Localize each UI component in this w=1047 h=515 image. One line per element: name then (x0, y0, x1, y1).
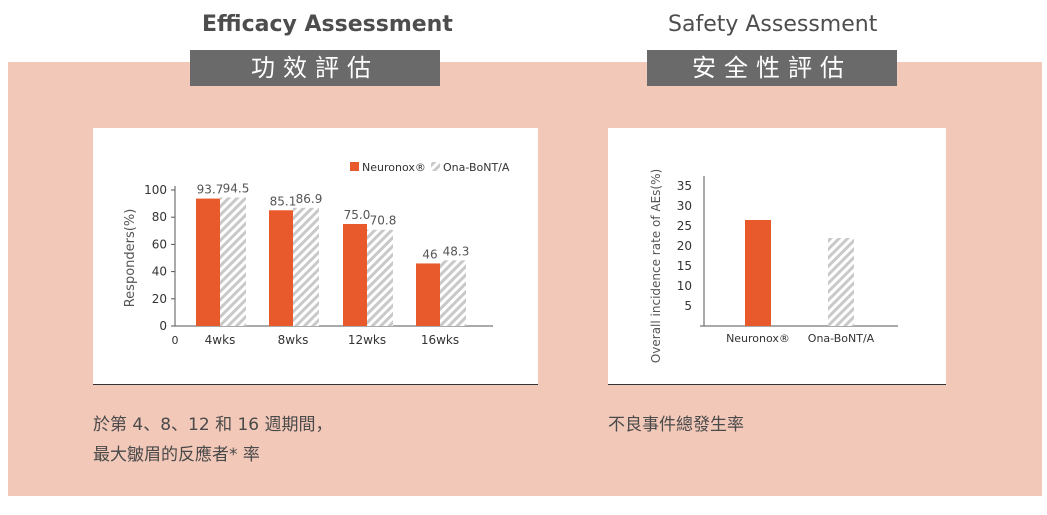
efficacy-title-zh: 功效評估 (190, 50, 440, 86)
bar-neuronox (269, 210, 293, 326)
y-tick-label: 30 (677, 199, 692, 213)
safety-chart-card: 5 10 15 20 25 30 35 Overall incidence rate of A… (608, 128, 946, 385)
bar-neuronox (745, 220, 771, 326)
bar-ona (293, 207, 319, 326)
y-tick-label: 15 (677, 259, 692, 273)
bar-ona (440, 260, 466, 326)
safety-caption: 不良事件總發生率 (608, 415, 744, 435)
y-tick-label: 35 (677, 179, 692, 193)
efficacy-chart-card: 0 20 40 60 80 100 0 Responders(%) 93.7 94.5 4wks 85… (93, 128, 538, 385)
y-axis-label: Overall incidence rate of AEs(%) (649, 169, 663, 363)
y-tick-label: 25 (677, 219, 692, 233)
x-origin-label: 0 (172, 334, 179, 347)
y-tick-label: 60 (152, 237, 167, 251)
bar-neuronox (416, 263, 440, 326)
data-label-ona: 94.5 (223, 181, 250, 195)
legend-swatch-neuronox (350, 162, 359, 171)
data-label-neuronox: 85.1 (270, 194, 297, 208)
y-tick-label: 100 (144, 183, 167, 197)
bar-ona (220, 197, 246, 326)
y-tick-label: 5 (684, 299, 692, 313)
efficacy-caption-line1: 於第 4、8、12 和 16 週期間， (93, 415, 333, 435)
data-label-ona: 70.8 (370, 214, 397, 228)
safety-title-zh: 安全性評估 (647, 50, 897, 86)
legend-label-neuronox: Neuronox® (362, 161, 426, 174)
y-axis-label: Responders(%) (123, 209, 138, 308)
bar-neuronox (196, 198, 220, 326)
x-tick-label: 4wks (205, 333, 236, 347)
data-label-neuronox: 93.7 (197, 183, 224, 197)
legend-label-ona: Ona-BoNT/A (443, 161, 510, 174)
x-tick-label: 8wks (278, 333, 309, 347)
x-tick-label: 16wks (421, 333, 459, 347)
data-label-neuronox: 46 (422, 247, 437, 261)
efficacy-caption: 於第 4、8、12 和 16 週期間， 最大皺眉的反應者* 率 (93, 410, 333, 470)
legend-swatch-ona (431, 162, 440, 171)
y-tick-label: 0 (159, 319, 167, 333)
bar-neuronox (343, 224, 367, 326)
efficacy-caption-line2: 最大皺眉的反應者* 率 (93, 445, 260, 465)
data-label-neuronox: 75.0 (344, 208, 371, 222)
y-tick-label: 40 (152, 265, 167, 279)
efficacy-title-en: Efficacy Assessment (202, 12, 453, 37)
safety-title-en: Safety Assessment (668, 12, 878, 37)
bar-ona (828, 238, 854, 326)
data-label-ona: 48.3 (443, 244, 470, 258)
efficacy-chart: 0 20 40 60 80 100 0 Responders(%) 93.7 94.5 4wks 85… (123, 161, 510, 347)
y-tick-label: 20 (677, 239, 692, 253)
x-tick-label: 12wks (348, 333, 386, 347)
y-tick-label: 10 (677, 279, 692, 293)
data-label-ona: 86.9 (296, 192, 323, 206)
bar-ona (367, 229, 393, 326)
y-tick-label: 20 (152, 292, 167, 306)
y-tick-label: 80 (152, 210, 167, 224)
x-tick-label: Ona-BoNT/A (808, 332, 875, 345)
safety-chart: 5 10 15 20 25 30 35 Overall incidence rate of A… (649, 169, 898, 363)
x-tick-label: Neuronox® (726, 332, 790, 345)
